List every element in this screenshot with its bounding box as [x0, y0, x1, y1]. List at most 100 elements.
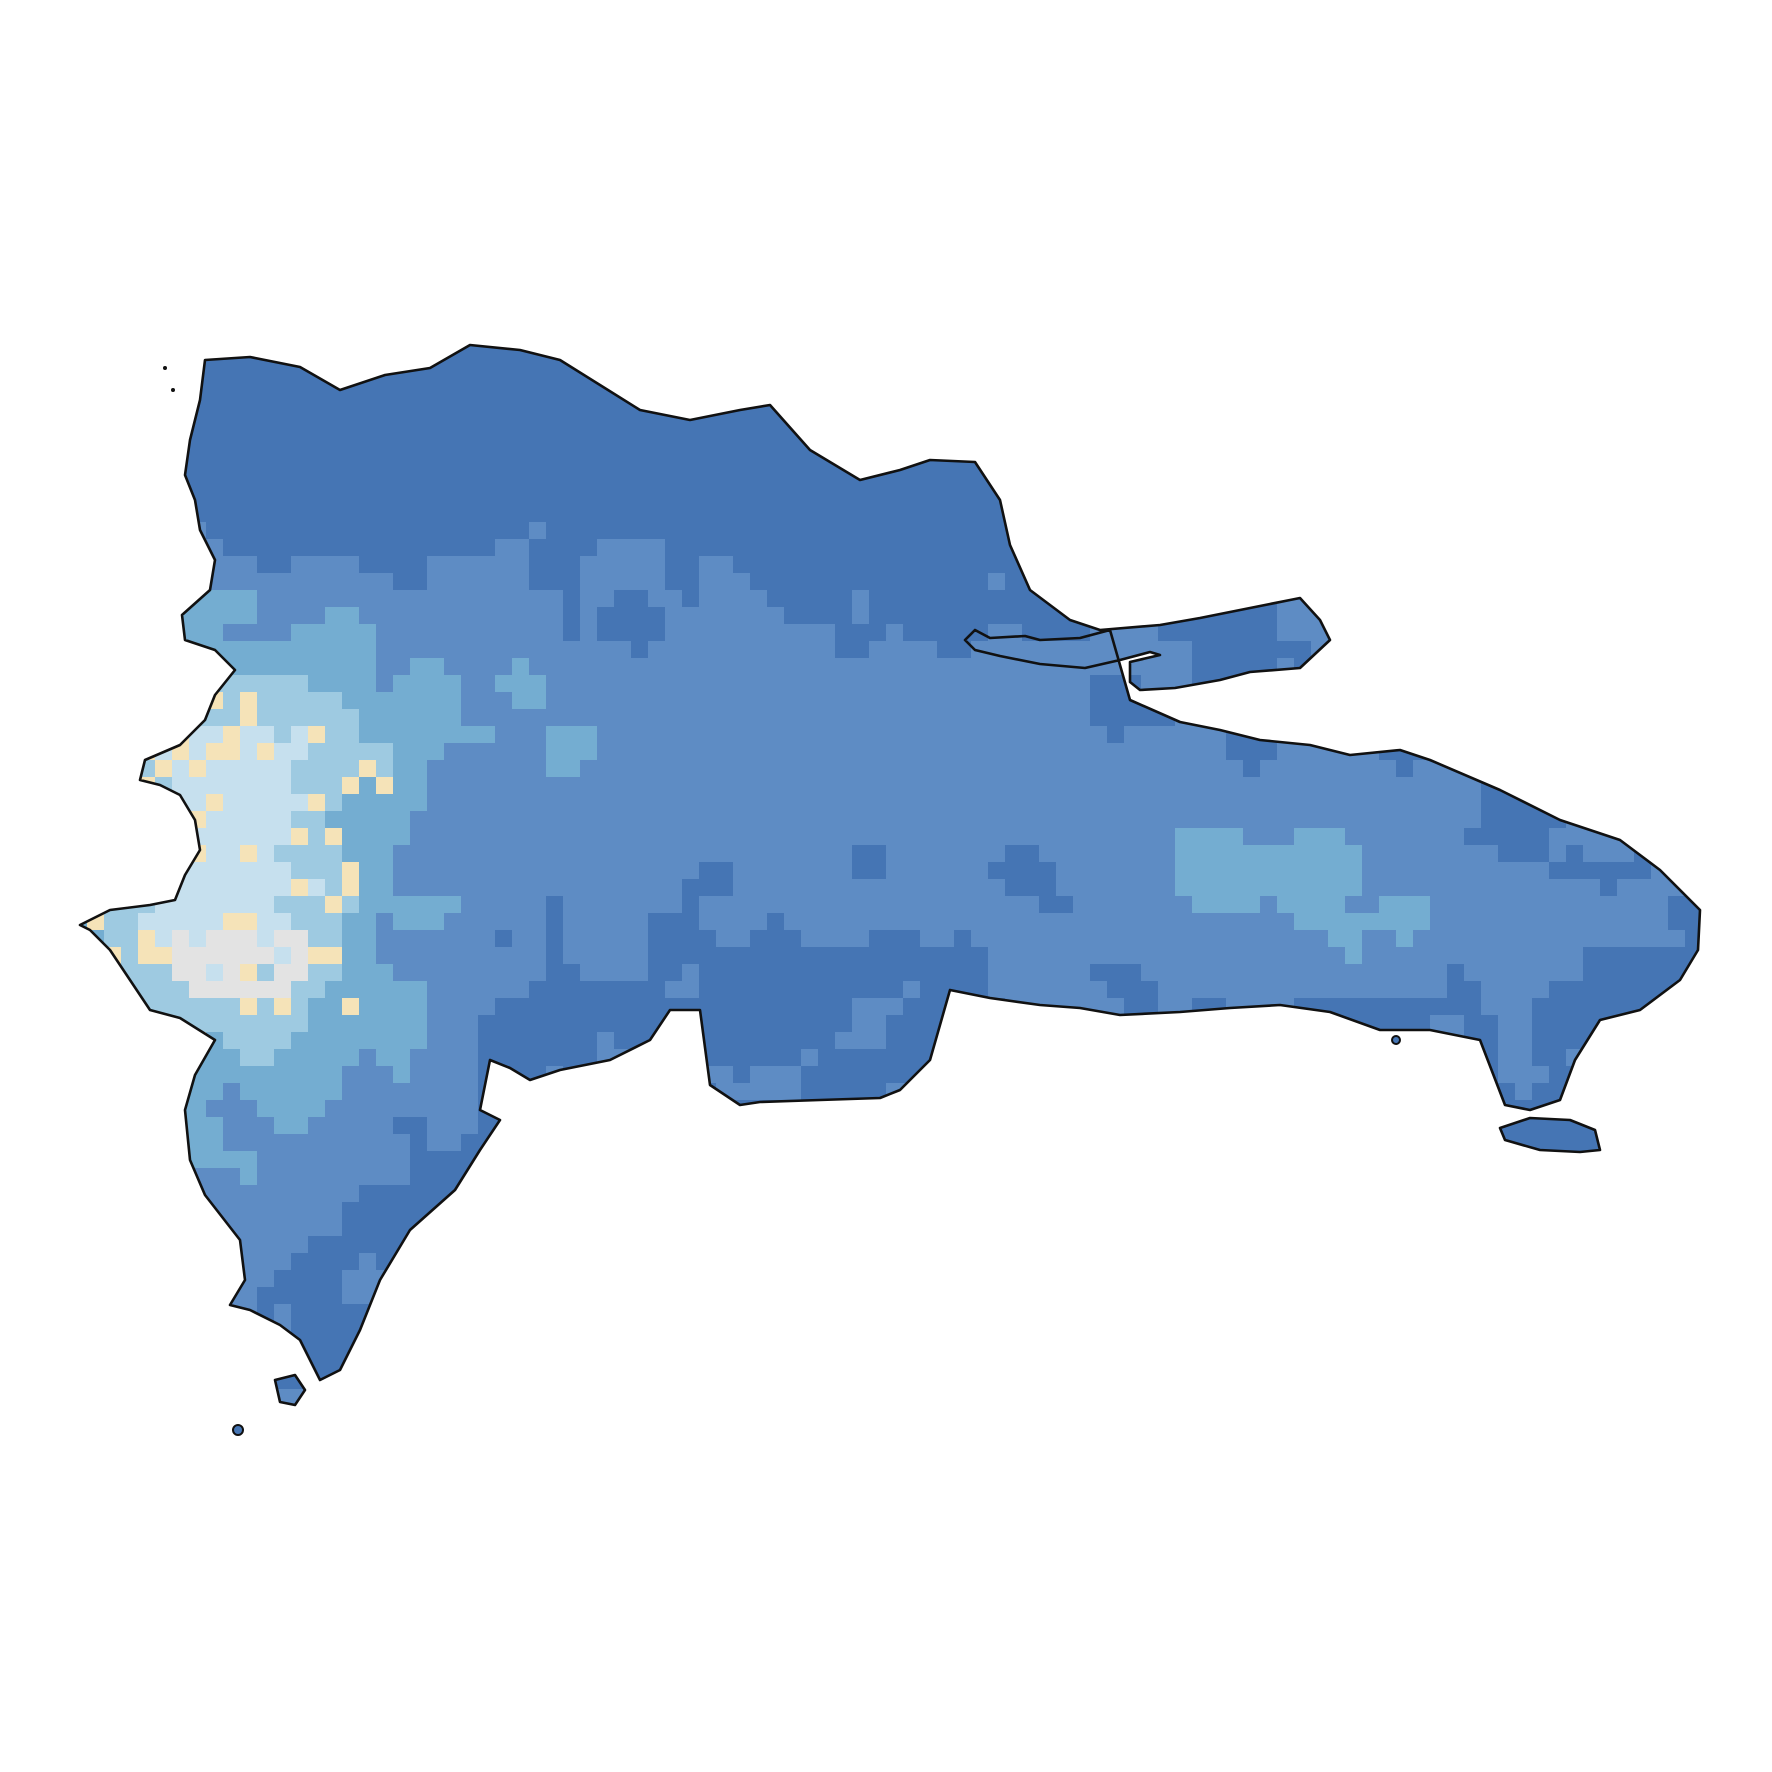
raster-cell: [240, 573, 258, 591]
raster-cell: [1515, 505, 1533, 523]
raster-cell: [189, 692, 207, 710]
raster-cell: [733, 488, 751, 506]
raster-cell: [87, 488, 105, 506]
raster-cell: [1668, 1015, 1686, 1033]
raster-cell: [427, 692, 445, 710]
raster-cell: [1141, 845, 1159, 863]
raster-cell: [1464, 539, 1482, 557]
raster-cell: [1328, 1066, 1346, 1084]
raster-cell: [376, 590, 394, 608]
raster-cell: [104, 352, 122, 370]
raster-cell: [172, 1185, 190, 1203]
raster-cell: [818, 658, 836, 676]
raster-cell: [1107, 1032, 1125, 1050]
raster-cell: [359, 930, 377, 948]
raster-cell: [1226, 539, 1244, 557]
raster-cell: [733, 607, 751, 625]
raster-cell: [1498, 1015, 1516, 1033]
raster-cell: [1260, 896, 1278, 914]
raster-cell: [223, 471, 241, 489]
raster-cell: [1260, 403, 1278, 421]
raster-cell: [750, 828, 768, 846]
raster-cell: [1158, 879, 1176, 897]
raster-cell: [1039, 1151, 1057, 1169]
raster-cell: [410, 345, 428, 353]
raster-cell: [1039, 454, 1057, 472]
raster-cell: [1583, 505, 1601, 523]
raster-cell: [1430, 1151, 1448, 1169]
raster-cell: [376, 794, 394, 812]
raster-cell: [1056, 1117, 1074, 1135]
raster-cell: [138, 862, 156, 880]
raster-cell: [1617, 386, 1635, 404]
raster-cell: [818, 420, 836, 438]
raster-cell: [699, 692, 717, 710]
raster-cell: [614, 352, 632, 370]
raster-cell: [121, 760, 139, 778]
raster-cell: [937, 590, 955, 608]
raster-cell: [1039, 896, 1057, 914]
raster-cell: [920, 947, 938, 965]
raster-cell: [563, 1151, 581, 1169]
raster-cell: [665, 777, 683, 795]
raster-cell: [1243, 607, 1261, 625]
raster-cell: [1447, 420, 1465, 438]
raster-cell: [1311, 896, 1329, 914]
raster-cell: [597, 964, 615, 982]
raster-cell: [903, 1202, 921, 1220]
raster-cell: [886, 522, 904, 540]
raster-cell: [818, 760, 836, 778]
raster-cell: [104, 1015, 122, 1033]
raster-cell: [1549, 930, 1567, 948]
raster-cell: [1685, 1015, 1700, 1033]
raster-cell: [121, 539, 139, 557]
raster-cell: [308, 1168, 326, 1186]
raster-cell: [1260, 522, 1278, 540]
raster-cell: [1192, 641, 1210, 659]
raster-cell: [529, 1015, 547, 1033]
raster-cell: [291, 1032, 309, 1050]
raster-cell: [512, 675, 530, 693]
raster-cell: [767, 624, 785, 642]
raster-cell: [529, 760, 547, 778]
raster-cell: [835, 352, 853, 370]
raster-cell: [1566, 437, 1584, 455]
raster-cell: [1192, 981, 1210, 999]
raster-cell: [461, 345, 479, 353]
raster-cell: [1192, 522, 1210, 540]
raster-cell: [1447, 743, 1465, 761]
raster-cell: [1039, 1066, 1057, 1084]
raster-cell: [376, 760, 394, 778]
raster-cell: [801, 658, 819, 676]
raster-cell: [1702, 1015, 1720, 1033]
raster-cell: [427, 964, 445, 982]
raster-cell: [716, 505, 734, 523]
raster-cell: [937, 352, 955, 370]
raster-cell: [461, 403, 479, 421]
raster-cell: [274, 386, 292, 404]
raster-cell: [393, 658, 411, 676]
raster-cell: [291, 624, 309, 642]
raster-cell: [529, 454, 547, 472]
raster-cell: [257, 658, 275, 676]
raster-cell: [1600, 947, 1618, 965]
raster-cell: [750, 1049, 768, 1067]
raster-cell: [597, 539, 615, 557]
raster-cell: [1175, 811, 1193, 829]
raster-cell: [1175, 1185, 1193, 1203]
raster-cell: [1090, 1049, 1108, 1067]
raster-cell: [1311, 998, 1329, 1016]
raster-cell: [1328, 981, 1346, 999]
raster-cell: [1243, 1083, 1261, 1101]
raster-cell: [818, 403, 836, 421]
raster-cell: [325, 437, 343, 455]
raster-cell: [359, 437, 377, 455]
raster-cell: [1617, 913, 1635, 931]
raster-cell: [461, 1083, 479, 1101]
raster-cell: [1141, 369, 1159, 387]
raster-cell: [138, 403, 156, 421]
raster-cell: [223, 1134, 241, 1152]
raster-cell: [699, 641, 717, 659]
raster-cell: [1583, 403, 1601, 421]
raster-cell: [1566, 556, 1584, 574]
